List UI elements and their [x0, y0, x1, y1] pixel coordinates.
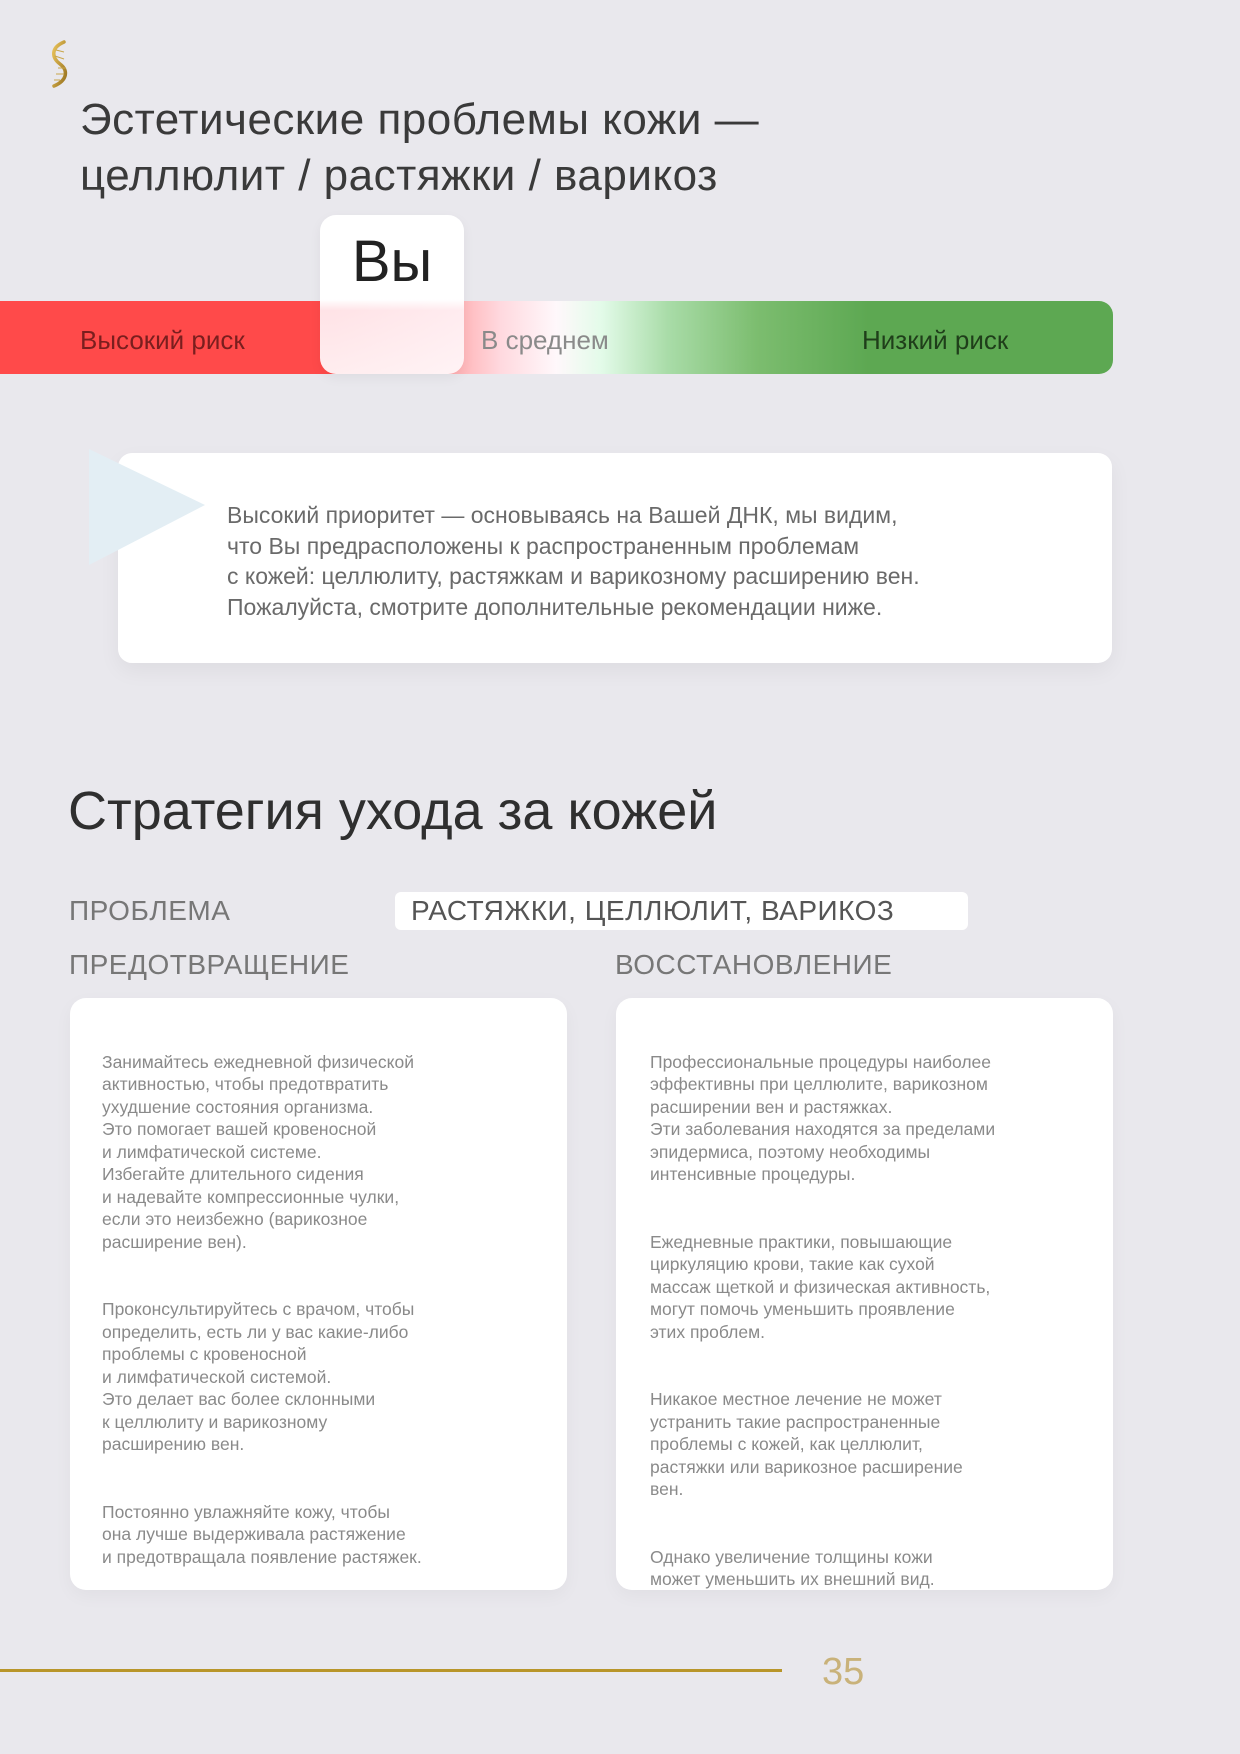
risk-label-high: Высокий риск	[80, 325, 245, 355]
risk-label-low: Низкий риск	[862, 325, 1009, 355]
page-title: Эстетические проблемы кожи — целлюлит / …	[80, 95, 760, 200]
recovery-paragraph: Профессиональные процедуры наиболее эффе…	[650, 1051, 996, 1185]
callout-text: Высокий приоритет — основываясь на Вашей…	[227, 502, 920, 620]
page-number: 35	[822, 1651, 865, 1693]
prevention-paragraph: Проконсультируйтесь с врачом, чтобы опре…	[102, 1299, 415, 1454]
prevention-label: ПРЕДОТВРАЩЕНИЕ	[69, 949, 350, 980]
recovery-paragraph: Ежедневные практики, повышающие циркуляц…	[650, 1231, 991, 1342]
prevention-paragraph: Занимайтесь ежедневной физической активн…	[102, 1051, 415, 1252]
priority-callout	[118, 453, 1112, 663]
recovery-label: ВОССТАНОВЛЕНИЕ	[615, 949, 893, 980]
footer-divider	[0, 1669, 782, 1672]
prevention-paragraph: Постоянно увлажняйте кожу, чтобы она луч…	[102, 1501, 422, 1567]
problem-label: ПРОБЛЕМА	[69, 895, 231, 926]
recovery-paragraph: Однако увеличение толщины кожи может уме…	[650, 1546, 935, 1590]
you-marker: Вы	[320, 215, 464, 374]
dna-helix-icon	[52, 40, 68, 88]
problem-value-badge: РАСТЯЖКИ, ЦЕЛЛЮЛИТ, ВАРИКОЗ	[395, 892, 968, 930]
problem-value: РАСТЯЖКИ, ЦЕЛЛЮЛИТ, ВАРИКОЗ	[411, 895, 895, 926]
you-label: Вы	[351, 229, 433, 294]
risk-label-average: В среднем	[481, 325, 609, 355]
triangle-pointer-icon	[89, 449, 205, 565]
prevention-card: Занимайтесь ежедневной физической активн…	[70, 998, 567, 1590]
recovery-paragraph: Никакое местное лечение не может устрани…	[650, 1389, 963, 1499]
section-heading: Стратегия ухода за кожей	[68, 781, 718, 841]
recovery-card: Профессиональные процедуры наиболее эффе…	[616, 998, 1113, 1590]
risk-scale-bar	[0, 301, 1113, 374]
